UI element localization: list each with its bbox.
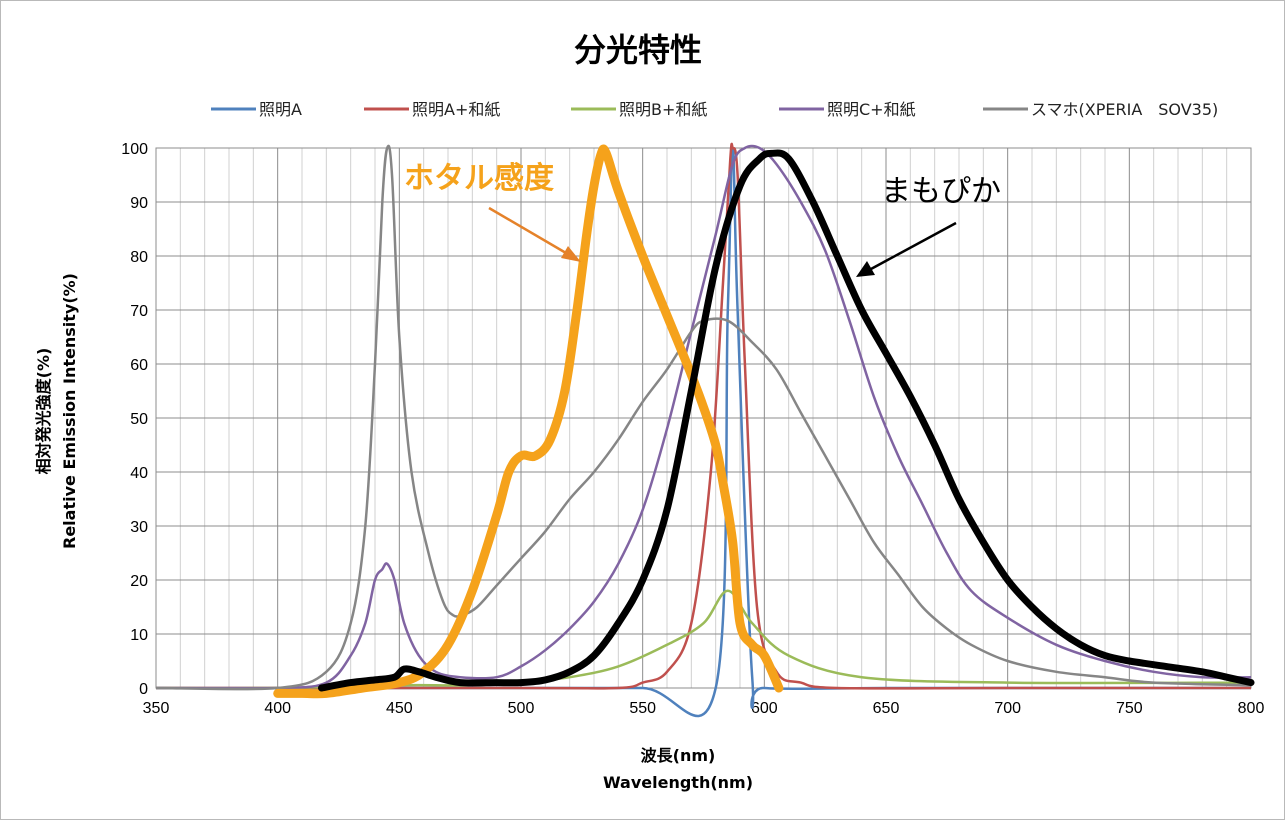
x-tick-label: 650 (873, 700, 900, 717)
y-tick-label: 80 (130, 249, 148, 266)
x-tick-label: 400 (264, 700, 291, 717)
firefly-sensitivity-label: ホタル感度 (404, 161, 554, 196)
mamopika-label: まもぴか (881, 174, 1001, 209)
y-tick-label: 100 (121, 141, 148, 158)
x-tick-label: 550 (629, 700, 656, 717)
y-axis-label-en: Relative Emission Intensity(%) (60, 273, 79, 549)
series-line-3 (155, 144, 1252, 690)
x-tick-label: 600 (751, 700, 778, 717)
overlay-line-1 (318, 149, 1255, 692)
y-tick-label: 0 (139, 681, 148, 698)
x-tick-label: 800 (1238, 700, 1265, 717)
x-tick-label: 750 (1116, 700, 1143, 717)
y-tick-label: 50 (130, 411, 148, 428)
series-line-4 (155, 144, 1252, 691)
chart-title: 分光特性 (574, 31, 702, 69)
legend-label: 照明A+和紙 (412, 100, 500, 119)
y-tick-labels: 0 10 20 30 40 50 60 70 80 90 100 (121, 141, 148, 698)
x-axis-label: 波長(nm) (641, 746, 716, 765)
legend-label: スマホ(XPERIA SOV35) (1031, 100, 1218, 119)
y-tick-label: 60 (130, 357, 148, 374)
legend-label: 照明A (259, 100, 302, 119)
x-tick-labels: 350 400 450 500 550 600 650 700 750 800 (143, 700, 1265, 717)
y-tick-label: 70 (130, 303, 148, 320)
firefly-sensitivity-arrow (488, 206, 581, 262)
y-tick-label: 10 (130, 627, 148, 644)
overlay-lines (273, 144, 1255, 699)
x-axis-label-en: Wavelength(nm) (603, 773, 753, 792)
x-tick-label: 700 (994, 700, 1021, 717)
y-tick-label: 20 (130, 573, 148, 590)
x-tick-label: 450 (386, 700, 413, 717)
legend: 照明A 照明A+和紙 照明B+和紙 照明C+和紙 スマホ(XPERIA SOV35) (211, 100, 1218, 119)
legend-label: 照明C+和紙 (827, 100, 916, 119)
y-tick-label: 30 (130, 519, 148, 536)
mamopika-arrow (856, 221, 957, 277)
legend-label: 照明B+和紙 (619, 100, 707, 119)
y-tick-label: 90 (130, 195, 148, 212)
y-axis-label: 相対発光強度(%) (34, 348, 53, 475)
x-tick-label: 500 (508, 700, 535, 717)
x-tick-label: 350 (143, 700, 170, 717)
y-tick-label: 40 (130, 465, 148, 482)
series-lines (155, 142, 1252, 718)
series-line-1 (156, 142, 1251, 690)
